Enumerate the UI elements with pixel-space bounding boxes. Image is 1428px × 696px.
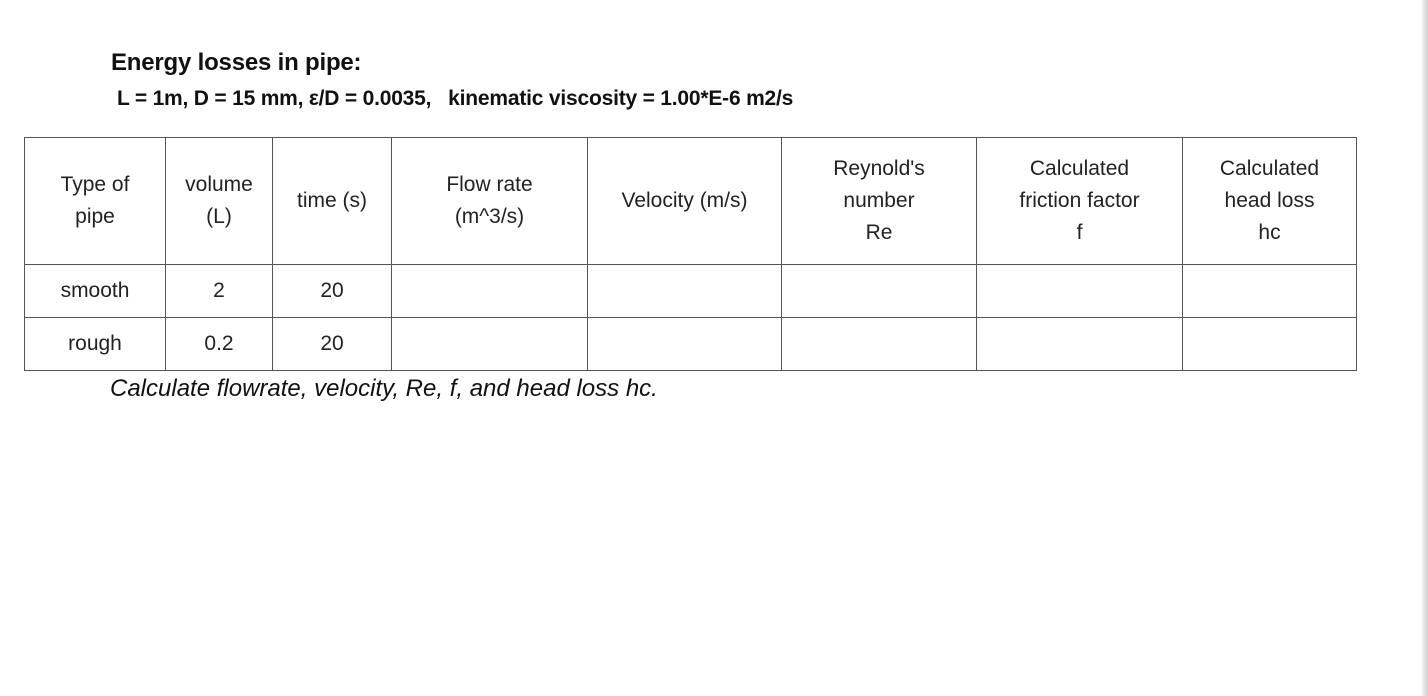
- cell-reynolds-number: [781, 317, 977, 371]
- page-edge-shadow: [1422, 0, 1428, 696]
- header-friction-factor: Calculated friction factor f: [976, 137, 1183, 265]
- instruction-note: Calculate flowrate, velocity, Re, f, and…: [110, 375, 658, 402]
- cell-head-loss: [1182, 264, 1357, 318]
- header-flow-rate: Flow rate (m^3/s): [391, 137, 588, 265]
- header-velocity: Velocity (m/s): [587, 137, 782, 265]
- cell-flow-rate: [391, 317, 588, 371]
- cell-friction-factor: [976, 264, 1183, 318]
- cell-friction-factor: [976, 317, 1183, 371]
- cell-velocity: [587, 264, 782, 318]
- cell-head-loss: [1182, 317, 1357, 371]
- header-reynolds-number: Reynold's number Re: [781, 137, 977, 265]
- cell-velocity: [587, 317, 782, 371]
- pipe-parameters: L = 1m, D = 15 mm, ε/D = 0.0035, kinemat…: [117, 87, 794, 110]
- cell-volume: 2: [165, 264, 273, 318]
- cell-pipe-type: smooth: [24, 264, 166, 318]
- cell-time: 20: [272, 317, 392, 371]
- cell-time: 20: [272, 264, 392, 318]
- header-row: Type of pipe volume (L) time (s) Flow ra…: [24, 137, 1357, 265]
- cell-volume: 0.2: [165, 317, 273, 371]
- cell-reynolds-number: [781, 264, 977, 318]
- header-head-loss: Calculated head loss hc: [1182, 137, 1357, 265]
- table-row-smooth: smooth 2 20: [24, 264, 1357, 318]
- cell-flow-rate: [391, 264, 588, 318]
- cell-pipe-type: rough: [24, 317, 166, 371]
- table-row-rough: rough 0.2 20: [24, 317, 1357, 371]
- header-time: time (s): [272, 137, 392, 265]
- header-volume: volume (L): [165, 137, 273, 265]
- data-table: Type of pipe volume (L) time (s) Flow ra…: [24, 137, 1357, 371]
- header-type-of-pipe: Type of pipe: [24, 137, 166, 265]
- document-title: Energy losses in pipe:: [111, 49, 362, 76]
